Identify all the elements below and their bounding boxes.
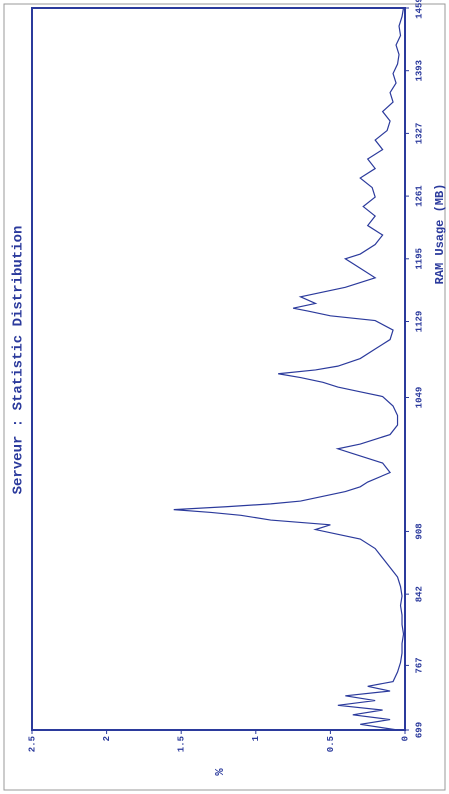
x-tick-label: 1393 (414, 60, 424, 82)
y-axis-label: % (213, 768, 227, 776)
y-tick-label: 1 (251, 735, 261, 741)
outer-frame (3, 3, 446, 791)
x-tick-label: 1327 (414, 123, 424, 145)
y-tick-label: 0 (400, 736, 410, 741)
x-tick-label: 1049 (414, 387, 424, 409)
x-tick-label: 1261 (414, 185, 424, 207)
y-tick-label: 2 (102, 736, 112, 741)
x-tick-label: 699 (414, 722, 424, 738)
x-axis-label: RAM Usage (MB) (433, 184, 447, 285)
x-tick-label: 1195 (414, 248, 424, 270)
rotated-chart: Serveur : Statistic Distribution RAM Usa… (11, 0, 447, 776)
y-tick-label: 0.5 (326, 736, 336, 752)
x-tick-label: 1129 (414, 311, 424, 333)
x-tick-label: 767 (414, 657, 424, 673)
y-tick-label: 1.5 (177, 736, 187, 752)
chart-title: Serveur : Statistic Distribution (11, 226, 27, 495)
x-tick-label: 908 (414, 523, 424, 539)
y-tick-label: 2.5 (27, 736, 37, 752)
data-line (173, 7, 405, 731)
x-tick-label: 1459 (414, 0, 424, 19)
plot-frame (31, 7, 406, 731)
x-tick-label: 842 (414, 586, 424, 602)
